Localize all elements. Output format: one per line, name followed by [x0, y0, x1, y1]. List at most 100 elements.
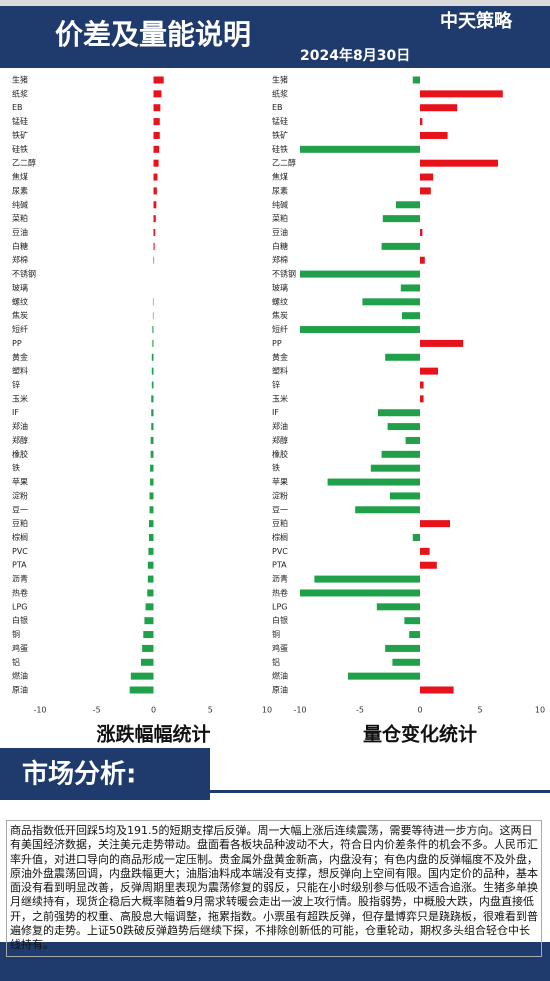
- category-label: 硅铁: [272, 144, 288, 154]
- category-label: IF: [12, 408, 19, 417]
- category-label: 铁: [12, 463, 20, 473]
- bar: [148, 520, 154, 528]
- category-label: 玻璃: [12, 282, 28, 292]
- category-label: 焦炭: [12, 310, 28, 320]
- bar: [381, 242, 420, 250]
- bar: [147, 575, 154, 583]
- category-label: 燃油: [12, 671, 28, 681]
- category-label: 豆油: [272, 227, 288, 237]
- category-label: PVC: [12, 547, 28, 556]
- bar: [385, 644, 420, 652]
- category-label: 郑醇: [272, 435, 288, 445]
- bar: [348, 672, 420, 680]
- category-label: LPG: [272, 602, 287, 611]
- bar: [420, 104, 458, 112]
- category-label: 锌: [272, 380, 280, 390]
- category-label: 沥青: [12, 574, 28, 584]
- bar: [300, 589, 420, 597]
- category-label: 郑油: [272, 421, 288, 431]
- category-label: 白糖: [12, 241, 28, 251]
- category-label: 铁矿: [272, 130, 288, 140]
- category-label: 苹果: [272, 477, 288, 487]
- category-label: 黄金: [12, 352, 28, 362]
- bar: [420, 229, 423, 236]
- category-label: 玻璃: [272, 282, 288, 292]
- bar: [144, 617, 154, 625]
- bar: [378, 409, 420, 417]
- category-label: 沥青: [272, 574, 288, 584]
- x-tick-label: 0: [417, 706, 422, 715]
- bar: [390, 492, 420, 500]
- header-band: [0, 0, 550, 68]
- category-label: 塑料: [12, 366, 28, 376]
- category-label: 螺纹: [272, 296, 288, 306]
- bar: [420, 118, 423, 126]
- category-label: 不锈钢: [272, 269, 296, 279]
- logo: 中天策略: [440, 10, 513, 32]
- bar: [153, 118, 160, 126]
- category-label: 豆粕: [12, 518, 28, 528]
- bar: [153, 131, 160, 139]
- category-label: 郑醇: [12, 435, 28, 445]
- bar: [148, 547, 154, 555]
- bar: [420, 256, 425, 264]
- bar: [152, 312, 154, 320]
- category-label: 热卷: [12, 587, 28, 597]
- bar: [151, 409, 154, 417]
- bar: [420, 395, 424, 403]
- category-label: PP: [272, 339, 282, 348]
- bar: [420, 520, 450, 528]
- bar: [152, 326, 154, 334]
- x-tick-label: 10: [262, 706, 272, 715]
- category-label: 焦煤: [272, 172, 288, 182]
- bar: [405, 436, 420, 444]
- header-stripe: [0, 0, 550, 6]
- bar: [300, 326, 420, 334]
- bar: [420, 381, 424, 389]
- chart-caption: 涨跌幅幅统计: [96, 723, 210, 746]
- bar: [153, 229, 156, 236]
- category-label: PP: [12, 339, 22, 348]
- bar: [152, 298, 154, 306]
- category-label: EB: [12, 103, 23, 112]
- footer-band: [0, 942, 550, 981]
- category-label: 纯碱: [272, 199, 288, 209]
- bar: [153, 104, 161, 112]
- bar: [409, 631, 420, 639]
- bar: [420, 131, 448, 139]
- bar: [153, 201, 157, 209]
- bar: [129, 686, 154, 694]
- bar: [396, 201, 420, 209]
- bar: [151, 367, 154, 375]
- bar: [153, 90, 162, 98]
- bar: [130, 672, 154, 680]
- category-label: PTA: [272, 561, 287, 570]
- bar: [412, 534, 420, 541]
- bar: [382, 215, 420, 223]
- category-label: 铜: [272, 629, 280, 639]
- category-label: 淀粉: [272, 490, 288, 500]
- bar: [387, 423, 420, 431]
- bar: [141, 658, 154, 666]
- category-label: 棕榈: [12, 532, 28, 542]
- bar: [420, 173, 434, 181]
- category-label: 白银: [12, 615, 28, 625]
- category-label: 焦煤: [12, 172, 28, 182]
- bar: [420, 187, 431, 195]
- category-label: 乙二醇: [272, 158, 296, 168]
- category-label: 纸浆: [272, 88, 288, 98]
- category-label: IF: [272, 408, 279, 417]
- x-tick-label: 5: [208, 706, 213, 715]
- category-label: 乙二醇: [12, 158, 36, 168]
- bar: [143, 631, 154, 639]
- category-label: 生猪: [12, 75, 28, 85]
- category-label: 尿素: [12, 185, 28, 195]
- bar: [412, 76, 420, 84]
- bar: [402, 312, 420, 320]
- category-label: 原油: [272, 685, 288, 695]
- bar: [420, 90, 503, 98]
- category-label: 郑棉: [272, 255, 288, 265]
- bar: [392, 658, 420, 666]
- category-label: PTA: [12, 561, 27, 570]
- chart-caption: 量仓变化统计: [363, 723, 477, 746]
